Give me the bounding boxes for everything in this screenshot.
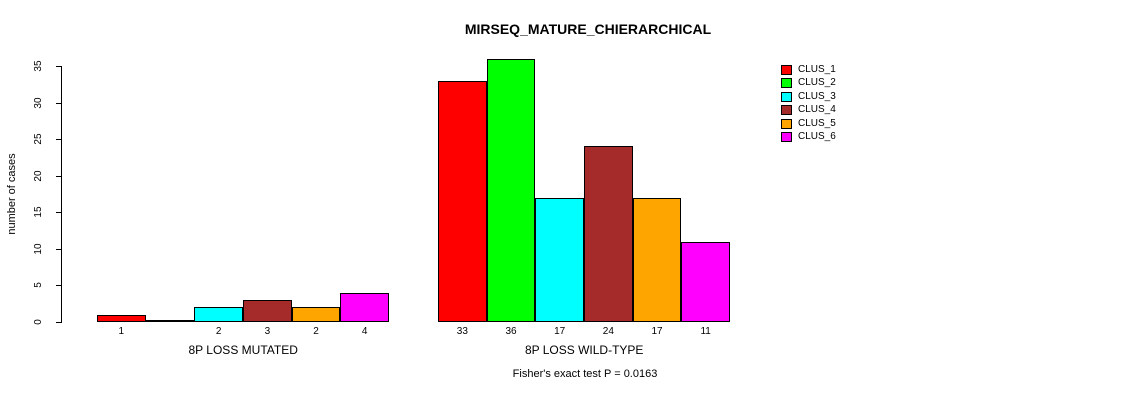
bar-clus_2-wildtype xyxy=(486,58,536,322)
legend-swatch-clus_5 xyxy=(781,118,792,129)
annotation-fisher-test: Fisher's exact test P = 0.0163 xyxy=(512,368,658,380)
legend-swatch-clus_4 xyxy=(781,105,792,116)
bar-clus_2-mutated-zero xyxy=(145,320,195,322)
y-tick-mark xyxy=(56,102,61,104)
legend-label-clus_2: CLUS_2 xyxy=(798,77,836,89)
y-tick-label: 30 xyxy=(32,97,44,109)
y-tick-label: 0 xyxy=(32,319,44,325)
y-tick-mark xyxy=(56,248,61,250)
bar-value-label: 24 xyxy=(602,326,614,337)
legend-label-clus_1: CLUS_1 xyxy=(798,64,836,75)
y-tick-mark xyxy=(56,212,61,214)
bar-value-label: 2 xyxy=(313,326,319,337)
bar-value-label: 11 xyxy=(700,326,711,337)
bar-value-label: 17 xyxy=(554,326,566,337)
bar-value-label: 3 xyxy=(264,326,271,337)
legend-swatch-clus_1 xyxy=(781,65,792,75)
legend-label-clus_4: CLUS_4 xyxy=(798,104,836,116)
bar-value-label: 36 xyxy=(505,326,517,337)
bar-clus_1-wildtype xyxy=(438,80,487,322)
y-tick-mark xyxy=(56,66,61,67)
chart-title: MIRSEQ_MATURE_CHIERARCHICAL xyxy=(464,21,712,37)
bar-clus_4-wildtype xyxy=(584,146,633,322)
bar-clus_3-wildtype xyxy=(535,197,584,322)
y-tick-label: 20 xyxy=(32,170,44,182)
bar-clus_1-mutated xyxy=(97,314,146,322)
y-tick-mark xyxy=(56,322,61,323)
bar-clus_6-mutated xyxy=(340,292,389,322)
bar-clus_6-wildtype xyxy=(681,241,730,322)
bar-value-label: 33 xyxy=(456,326,468,337)
y-tick-mark xyxy=(56,285,61,287)
bar-clus_4-mutated xyxy=(243,300,292,322)
bar-value-label: 1 xyxy=(118,326,125,337)
bar-clus_5-mutated xyxy=(291,307,341,322)
legend-label-clus_3: CLUS_3 xyxy=(798,90,836,102)
bar-value-label: 17 xyxy=(651,326,663,337)
y-axis-line xyxy=(61,66,62,323)
legend-label-clus_6: CLUS_6 xyxy=(798,131,836,142)
group-label-mutated: 8P LOSS MUTATED xyxy=(188,343,298,357)
group-label-wildtype: 8P LOSS WILD-TYPE xyxy=(524,343,644,357)
y-tick-mark xyxy=(56,175,61,177)
legend-swatch-clus_3 xyxy=(781,91,792,102)
legend-swatch-clus_2 xyxy=(781,78,792,89)
legend-swatch-clus_6 xyxy=(781,132,792,142)
y-tick-mark xyxy=(56,139,61,141)
y-tick-label: 15 xyxy=(32,206,44,218)
y-tick-label: 5 xyxy=(32,282,44,289)
bar-clus_3-mutated xyxy=(194,307,243,322)
bar-value-label: 2 xyxy=(215,326,222,337)
legend-label-clus_5: CLUS_5 xyxy=(798,117,836,129)
y-tick-label: 25 xyxy=(32,133,44,145)
bar-clus_5-wildtype xyxy=(632,197,682,322)
bar-value-label: 4 xyxy=(361,326,368,337)
y-tick-label: 10 xyxy=(32,243,44,255)
y-tick-label: 35 xyxy=(32,60,44,72)
